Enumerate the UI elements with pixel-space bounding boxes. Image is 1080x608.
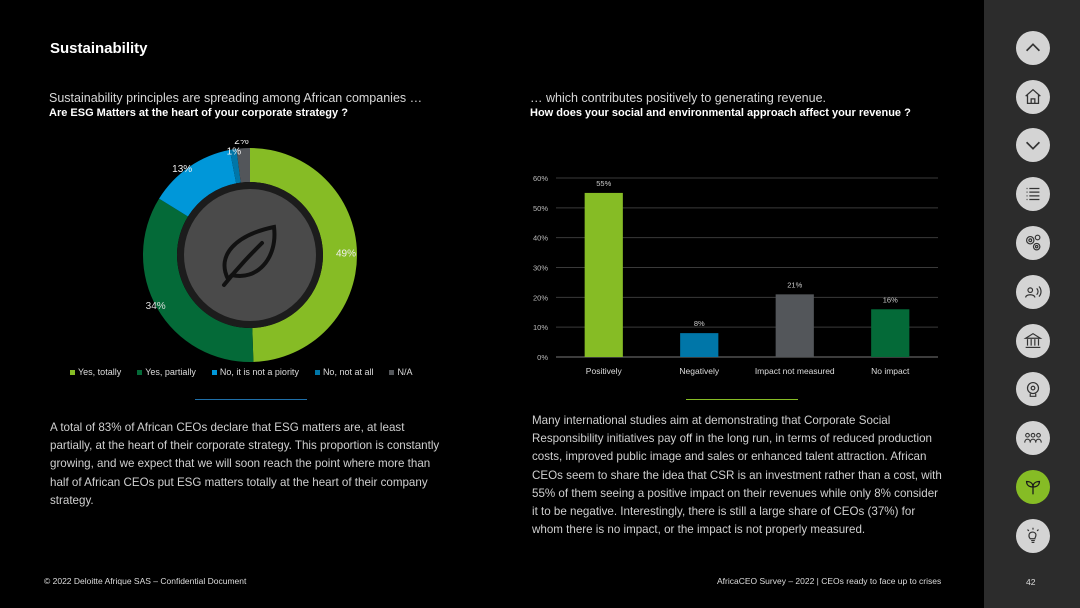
legend-label: N/A [397, 367, 413, 377]
footer-survey: AfricaCEO Survey – 2022 | CEOs ready to … [717, 576, 942, 586]
donut-slice [250, 148, 357, 362]
legend-swatch [137, 369, 143, 375]
nav-sustainability-button[interactable] [1016, 470, 1050, 504]
nav-speaker-button[interactable] [1016, 275, 1050, 309]
nav-innovation-button[interactable] [1016, 519, 1050, 553]
list-icon [1026, 187, 1040, 201]
bar [584, 192, 623, 357]
legend-swatch [70, 369, 75, 375]
y-tick-label: 30% [533, 264, 548, 273]
leaf-icon [222, 224, 277, 287]
right-paragraph: Many international studies aim at demons… [532, 414, 942, 537]
donut-data-label: 1% [227, 146, 242, 157]
bar [775, 294, 814, 357]
donut-slice [143, 198, 254, 362]
right-divider [686, 399, 798, 400]
bar-data-label: 8% [694, 319, 705, 328]
slide: Sustainability Sustainability principles… [44, 40, 942, 586]
gears-icon [1025, 234, 1041, 251]
x-tick-label: Impact not measured [755, 366, 835, 376]
legend-label: No, it is not a piority [219, 367, 299, 377]
donut-data-label: 34% [146, 301, 166, 312]
y-tick-label: 10% [533, 323, 548, 332]
legend-item: Yes, partially [137, 367, 196, 377]
speaking-person-icon [1025, 286, 1042, 298]
legend-item: No, not at all [314, 367, 374, 377]
donut-chart: 49% 34% 13% 1%2% [143, 140, 357, 362]
sprout-icon [1025, 480, 1041, 495]
nav-contents-button[interactable] [1016, 177, 1050, 211]
bar-data-label: 16% [883, 295, 898, 304]
nav-home-button[interactable] [1016, 80, 1050, 114]
legend-label: Yes, totally [78, 367, 122, 377]
chevron-down-icon [1025, 141, 1041, 150]
donut-slice [236, 148, 250, 183]
legend-label: Yes, partially [145, 367, 196, 377]
donut-slice [159, 149, 237, 217]
legend-item: Yes, totally [70, 367, 121, 377]
bar-data-label: 55% [596, 179, 611, 188]
bar [680, 333, 719, 357]
x-tick-label: Negatively [679, 366, 719, 376]
y-tick-label: 50% [533, 204, 548, 213]
y-tick-label: 40% [533, 234, 548, 243]
lightbulb-icon [1027, 527, 1039, 544]
legend-label: No, not at all [322, 367, 374, 377]
donut-data-label: 13% [172, 164, 192, 175]
donut-legend: Yes, totally Yes, partially No, it is not … [70, 367, 412, 377]
home-icon [1025, 88, 1041, 105]
footer-copyright: © 2022 Deloitte Afrique SAS – Confidenti… [44, 576, 247, 586]
nav-people-button[interactable] [1016, 421, 1050, 455]
nav-mindset-button[interactable] [1016, 372, 1050, 406]
left-subtitle: Sustainability principles are spreading … [49, 91, 423, 105]
nav-institution-button[interactable] [1016, 324, 1050, 358]
bar-chart: 0% 10% 20% 30% 40% 50% 60% 55% Positively 8% Negat… [533, 174, 938, 376]
institution-icon [1023, 332, 1043, 349]
bar-data-label: 21% [787, 280, 802, 289]
bar [871, 309, 910, 357]
x-tick-label: No impact [871, 366, 910, 376]
legend-item: N/A [389, 367, 412, 377]
legend-swatch [389, 369, 395, 375]
nav-up-button[interactable] [1016, 31, 1050, 65]
nav-gears-button[interactable] [1016, 226, 1050, 260]
left-question: Are ESG Matters at the heart of your cor… [49, 107, 348, 119]
right-subtitle: … which contributes positively to genera… [530, 91, 826, 105]
legend-swatch [211, 369, 217, 375]
right-question: How does your social and environmental a… [530, 107, 911, 119]
people-group-icon [1024, 432, 1042, 443]
y-tick-label: 60% [533, 174, 548, 183]
left-divider [195, 399, 307, 400]
legend-swatch [314, 369, 320, 375]
nav-down-button[interactable] [1016, 128, 1050, 162]
page-number: 42 [1026, 577, 1036, 587]
y-tick-label: 20% [533, 293, 548, 302]
donut-slice [229, 148, 241, 184]
donut-data-label: 49% [336, 248, 356, 259]
x-tick-label: Positively [586, 366, 623, 376]
settings-head-icon [1026, 381, 1040, 397]
chevron-up-icon [1025, 43, 1041, 52]
left-paragraph: A total of 83% of African CEOs declare t… [50, 421, 440, 507]
page-title: Sustainability [50, 40, 148, 57]
y-tick-label: 0% [537, 353, 548, 362]
legend-item: No, it is not a piority [211, 367, 299, 377]
donut-data-label: 2% [234, 140, 249, 147]
